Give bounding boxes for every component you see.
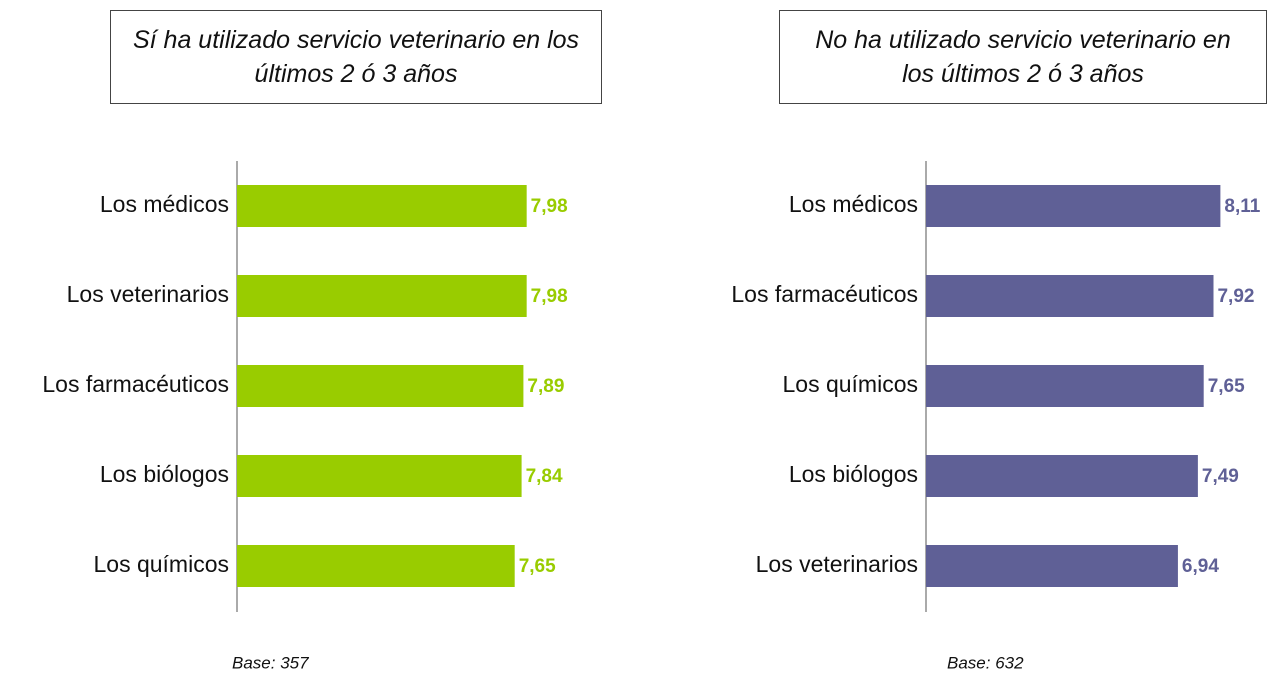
value-label: 7,65 [519,556,556,577]
category-label: Los farmacéuticos [731,281,918,307]
bar [926,545,1178,587]
bar [926,185,1221,227]
value-label: 7,49 [1202,466,1239,487]
category-label: Los médicos [100,191,229,217]
category-label: Los farmacéuticos [42,371,229,397]
value-label: 8,11 [1224,196,1260,217]
chart-title: Sí ha utilizado servicio veterinario en … [110,10,602,104]
value-label: 7,89 [527,376,564,397]
category-label: Los químicos [93,551,229,577]
bar [237,545,515,587]
category-label: Los veterinarios [67,281,229,307]
bar [926,455,1198,497]
bar [237,455,522,497]
note: Base: 357 [232,653,309,672]
chart-title: No ha utilizado servicio veterinario en … [779,10,1267,104]
value-label: 7,65 [1208,376,1245,397]
category-label: Los veterinarios [756,551,918,577]
value-label: 7,92 [1217,286,1254,307]
value-label: 7,98 [531,286,568,307]
value-label: 7,98 [531,196,568,217]
bar [926,275,1214,317]
bar [237,185,527,227]
note: Base: 632 [947,653,1024,672]
bar [237,275,527,317]
category-label: Los químicos [782,371,918,397]
category-label: Los médicos [789,191,918,217]
bar [926,365,1204,407]
category-label: Los biólogos [100,461,229,487]
value-label: 7,84 [526,466,563,487]
bar [237,365,524,407]
category-label: Los biólogos [789,461,918,487]
value-label: 6,94 [1182,556,1219,577]
